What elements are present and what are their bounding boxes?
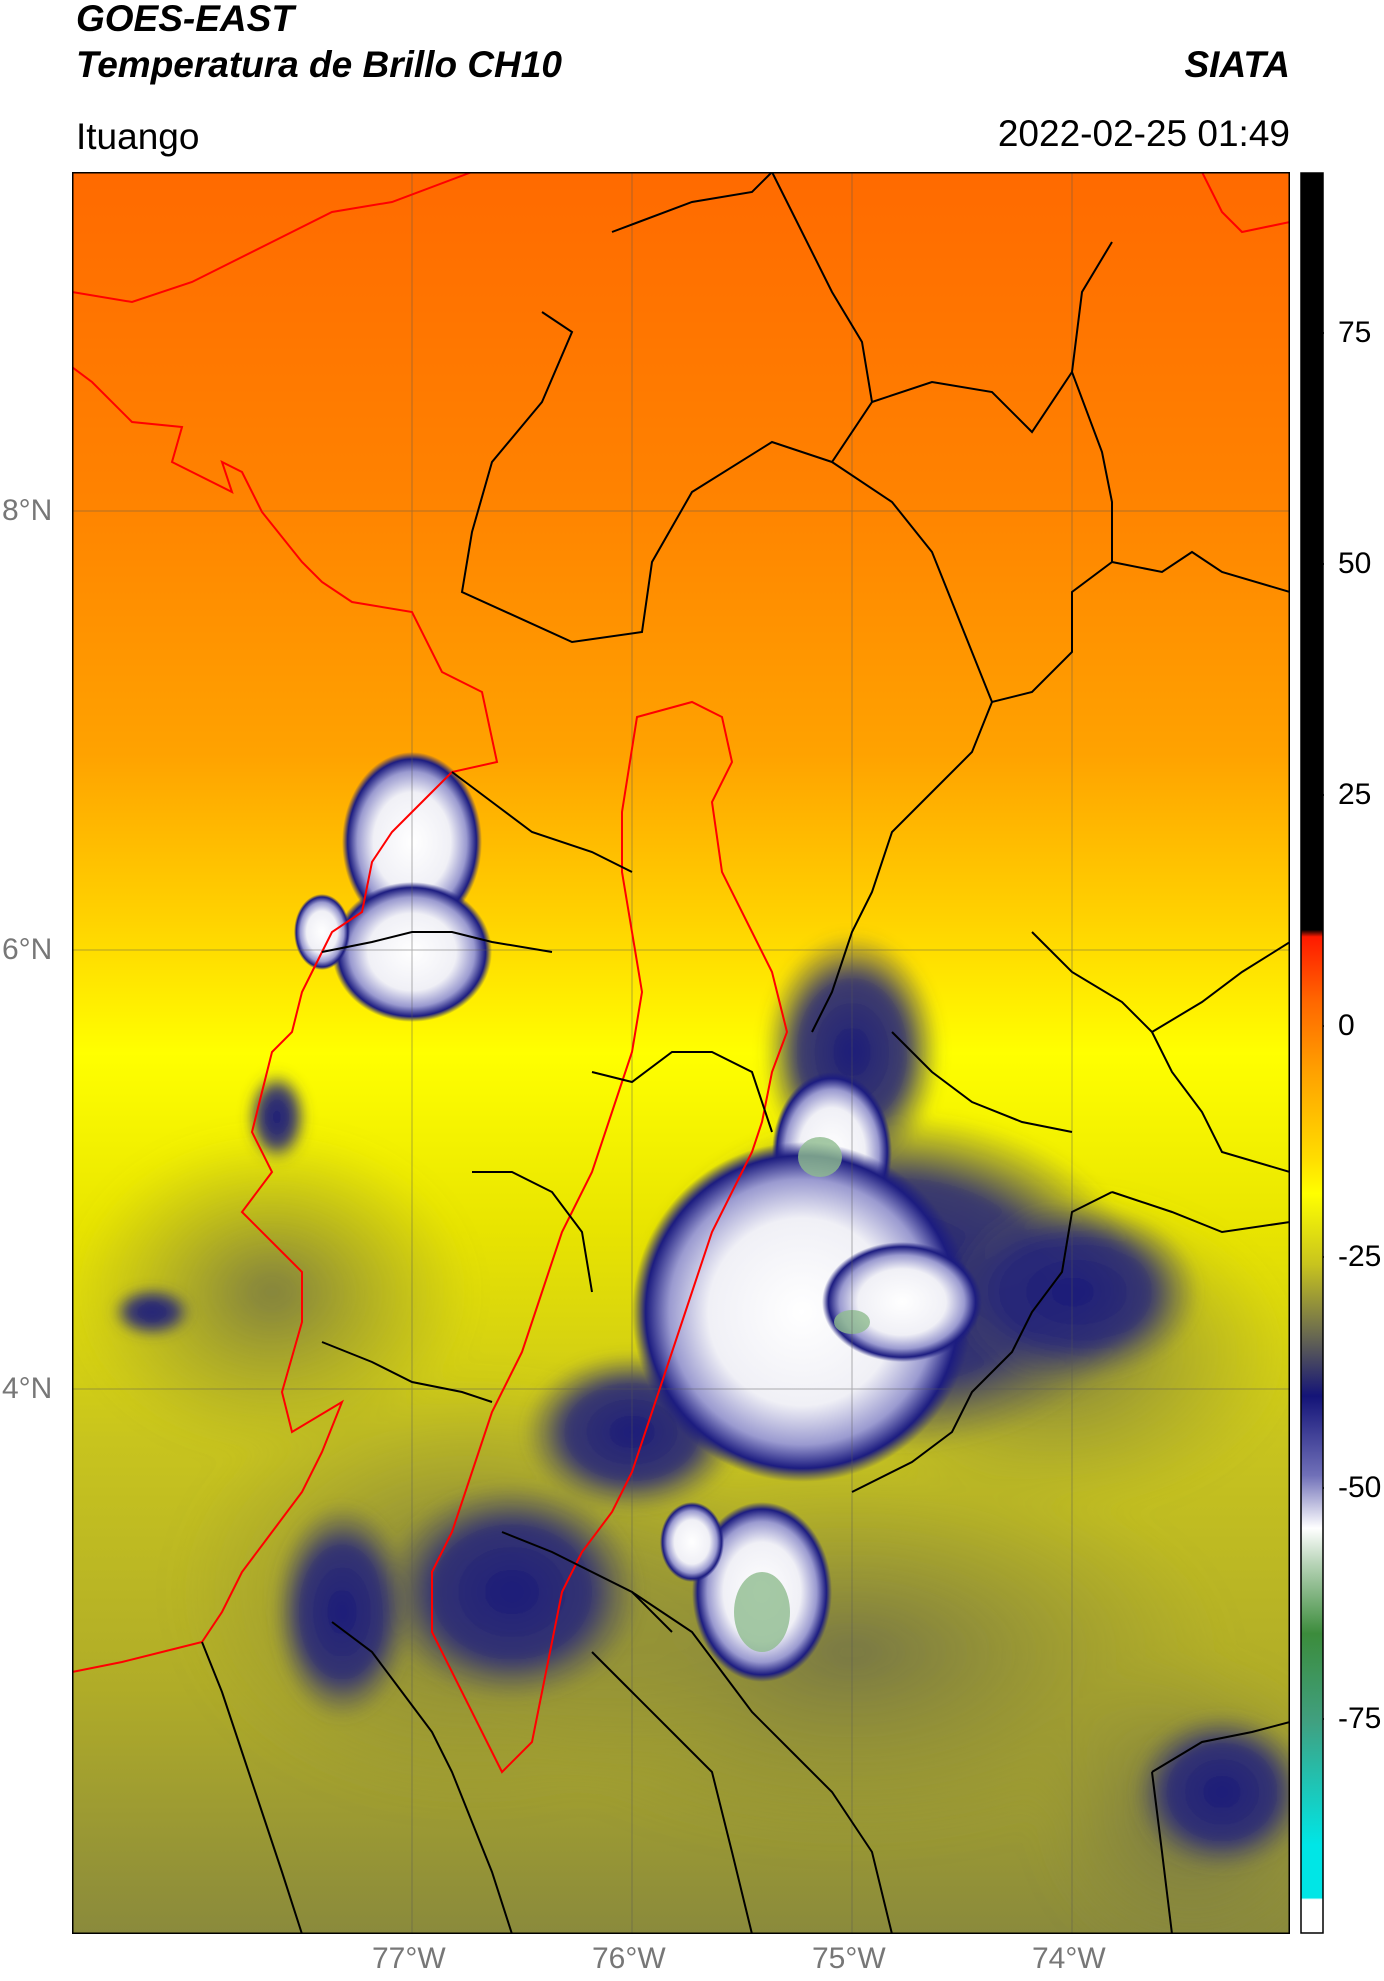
coastline <box>72 366 499 1673</box>
title-line2: Temperatura de Brillo CH10 <box>76 44 562 85</box>
cb-tick-50: 50 <box>1338 547 1372 580</box>
cb-tick-minus50: -50 <box>1338 1471 1382 1504</box>
map-frame <box>72 172 1290 1934</box>
lon-label-75w: 75°W <box>812 1942 886 1975</box>
lat-label-8n: 8°N <box>2 494 53 527</box>
datetime-label: 2022-02-25 01:49 <box>997 113 1290 154</box>
colorbar-scale <box>1300 172 1324 1934</box>
cb-tick-0: 0 <box>1338 1009 1355 1042</box>
coastline-ne <box>1201 172 1290 234</box>
title-line1: GOES-EAST <box>76 0 294 39</box>
org-label: SIATA <box>1184 44 1290 85</box>
lon-label-77w: 77°W <box>372 1942 446 1975</box>
coldest-cores <box>734 1137 870 1652</box>
department-boundaries <box>201 172 1290 1934</box>
lon-label-76w: 76°W <box>592 1942 666 1975</box>
cb-tick-75: 75 <box>1338 316 1372 349</box>
cb-tick-minus75: -75 <box>1338 1702 1382 1735</box>
region-label: Ituango <box>76 116 200 157</box>
colorbar <box>1300 172 1324 1934</box>
cb-tick-25: 25 <box>1338 778 1372 811</box>
lat-label-4n: 4°N <box>2 1372 53 1405</box>
coastline-north <box>72 172 473 304</box>
satellite-map <box>72 172 1290 1934</box>
cloud-tops <box>294 752 982 1682</box>
cb-tick-minus25: -25 <box>1338 1240 1382 1273</box>
lat-label-6n: 6°N <box>2 933 53 966</box>
basin-outline <box>431 700 789 1774</box>
lon-label-74w: 74°W <box>1032 1942 1106 1975</box>
